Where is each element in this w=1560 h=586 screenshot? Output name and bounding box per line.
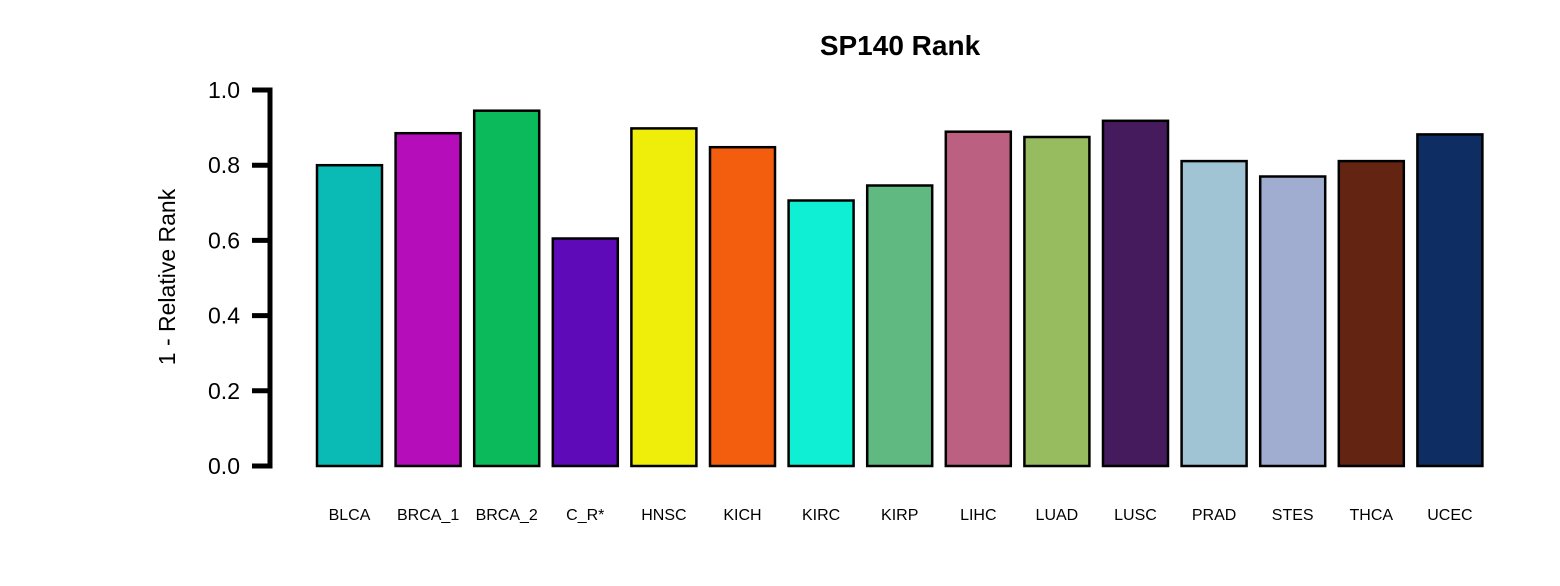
bar-ucec bbox=[1416, 133, 1484, 468]
x-tick-labels: BLCA BRCA_1 BRCA_2 C_R* HNSC KICH KIRC KIRP LIHC… bbox=[329, 507, 1473, 524]
chart-title: SP140 Rank bbox=[820, 30, 981, 61]
x-tick-label: LUSC bbox=[1114, 507, 1157, 524]
x-tick-label: UCEC bbox=[1427, 507, 1472, 524]
y-tick-label: 1.0 bbox=[208, 77, 240, 103]
y-tick-label: 0.0 bbox=[208, 453, 240, 479]
x-tick-label: BLCA bbox=[329, 507, 371, 524]
bar-blca bbox=[315, 163, 384, 468]
bar-kirc bbox=[787, 199, 855, 468]
y-tick-label: 0.2 bbox=[208, 378, 240, 404]
bars-group bbox=[315, 109, 1484, 468]
bar-lusc bbox=[1101, 119, 1170, 468]
bar-luad bbox=[1023, 135, 1091, 468]
bar-thca bbox=[1337, 159, 1406, 468]
bar-brca-2 bbox=[472, 109, 541, 468]
y-tick-label: 0.8 bbox=[208, 152, 240, 178]
x-tick-label: C_R* bbox=[566, 507, 604, 524]
y-axis: 0.0 0.2 0.4 0.6 0.8 1.0 bbox=[208, 77, 273, 479]
x-tick-label: PRAD bbox=[1192, 507, 1236, 524]
x-tick-label: HNSC bbox=[641, 507, 686, 524]
y-tick-label: 0.4 bbox=[208, 303, 240, 329]
bar-brca-1 bbox=[394, 131, 462, 468]
x-tick-label: LUAD bbox=[1036, 507, 1079, 524]
x-tick-label: KIRC bbox=[802, 507, 840, 524]
bar-c-r bbox=[551, 237, 620, 468]
bar-hnsc bbox=[630, 127, 698, 468]
y-tick-label: 0.6 bbox=[208, 227, 240, 253]
x-tick-label: KIRP bbox=[881, 507, 918, 524]
x-tick-label: LIHC bbox=[960, 507, 996, 524]
x-tick-label: THCA bbox=[1350, 507, 1394, 524]
x-tick-label: KICH bbox=[723, 507, 761, 524]
y-axis-label: 1 - Relative Rank bbox=[154, 188, 180, 365]
x-tick-label: BRCA_1 bbox=[397, 507, 459, 524]
bar-stes bbox=[1258, 175, 1327, 468]
bar-kirp bbox=[865, 184, 934, 468]
bar-kich bbox=[708, 145, 777, 468]
x-tick-label: BRCA_2 bbox=[476, 507, 538, 524]
x-tick-label: STES bbox=[1272, 507, 1314, 524]
bar-lihc bbox=[944, 130, 1013, 468]
bar-prad bbox=[1180, 159, 1248, 468]
